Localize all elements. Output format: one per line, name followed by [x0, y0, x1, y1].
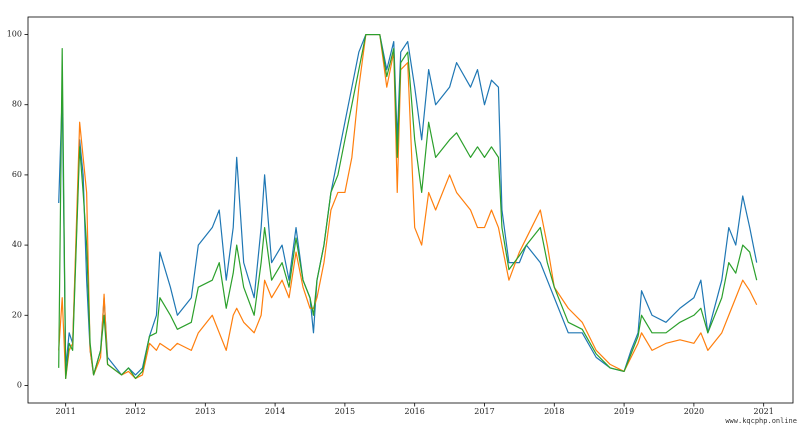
x-tick-label: 2021	[754, 407, 774, 416]
x-tick-label: 2016	[405, 407, 425, 416]
watermark: www.kqcphp.online	[725, 417, 797, 425]
y-tick-label: 20	[12, 310, 22, 319]
x-tick-label: 2011	[56, 407, 76, 416]
x-tick-label: 2020	[684, 407, 704, 416]
x-tick-label: 2012	[125, 407, 145, 416]
x-tick-label: 2015	[335, 407, 355, 416]
y-tick-label: 100	[7, 30, 22, 39]
x-tick-label: 2014	[265, 407, 285, 416]
x-tick-label: 2018	[544, 407, 564, 416]
series-line	[58, 33, 758, 380]
y-tick-label: 60	[12, 170, 22, 179]
x-tick-label: 2019	[614, 407, 634, 416]
y-tick-label: 0	[17, 380, 22, 389]
y-tick-label: 40	[12, 240, 22, 249]
y-tick-label: 80	[12, 100, 22, 109]
x-tick-label: 2013	[195, 407, 215, 416]
series-line	[58, 33, 758, 380]
x-tick-label: 2017	[474, 407, 494, 416]
plot-frame	[27, 16, 794, 404]
series-line	[58, 33, 758, 376]
